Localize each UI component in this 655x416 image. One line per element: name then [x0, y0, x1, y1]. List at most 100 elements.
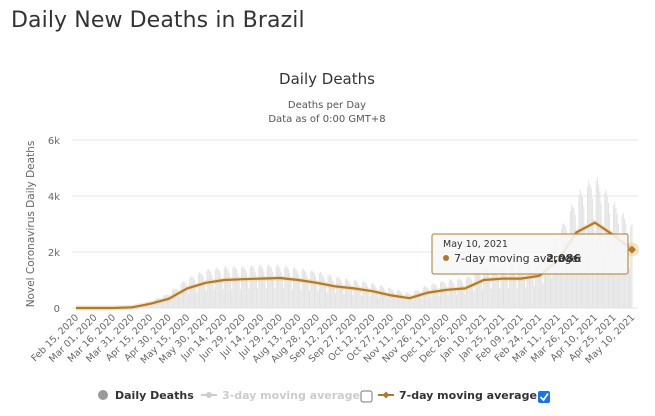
daily-deaths-bar	[276, 264, 278, 308]
legend-label-7day[interactable]: 7-day moving average	[399, 389, 537, 402]
daily-deaths-bar	[243, 267, 245, 308]
daily-deaths-bar	[248, 288, 250, 308]
daily-deaths-bar	[338, 278, 340, 308]
daily-deaths-bar	[187, 293, 189, 308]
daily-deaths-bar	[284, 266, 286, 308]
daily-deaths-bar	[630, 225, 632, 308]
checkbox-3day[interactable]	[360, 390, 373, 403]
daily-deaths-bar	[228, 273, 230, 308]
legend-item-7day[interactable]	[378, 391, 394, 399]
daily-deaths-bar	[260, 266, 262, 308]
daily-deaths-bar	[383, 287, 385, 308]
daily-deaths-bar	[346, 278, 348, 308]
daily-deaths-bar	[201, 274, 203, 308]
daily-deaths-bar	[295, 268, 297, 308]
legend-label-daily-deaths[interactable]: Daily Deaths	[115, 389, 194, 402]
daily-deaths-bar	[343, 294, 345, 308]
daily-deaths-bar	[453, 283, 455, 308]
tooltip-label: 7-day moving average:	[454, 252, 582, 265]
daily-deaths-bar	[296, 270, 298, 308]
daily-deaths-bar	[186, 287, 188, 308]
daily-deaths-bar	[522, 271, 524, 308]
page-title: Daily New Deaths in Brazil	[11, 8, 305, 33]
daily-deaths-bar	[263, 271, 265, 308]
checkbox-7day[interactable]	[538, 391, 550, 403]
legend: Daily Deaths 3-day moving average 7-day …	[98, 389, 550, 403]
daily-deaths-bar	[182, 281, 184, 308]
checkbox-unchecked-icon[interactable]	[360, 390, 373, 403]
daily-deaths-bar	[444, 284, 446, 308]
daily-deaths-bar	[354, 279, 356, 308]
daily-deaths-bar	[533, 286, 535, 308]
daily-deaths-bar	[603, 252, 605, 308]
daily-deaths-bar	[351, 288, 353, 308]
daily-deaths-bar	[321, 273, 323, 308]
daily-deaths-bar	[400, 291, 402, 308]
daily-deaths-bar	[220, 273, 222, 308]
daily-deaths-bar	[494, 266, 496, 308]
daily-deaths-bar	[250, 265, 252, 308]
daily-deaths-bar	[205, 290, 207, 308]
daily-deaths-bar	[551, 277, 553, 308]
daily-deaths-bar	[474, 273, 476, 308]
daily-deaths-bar	[273, 278, 275, 308]
daily-deaths-bar	[548, 256, 550, 308]
daily-deaths-bar	[313, 273, 315, 308]
daily-deaths-bar	[388, 288, 390, 308]
daily-deaths-bar	[294, 267, 296, 308]
checkbox-checked-icon[interactable]	[538, 391, 550, 403]
legend-item-3day[interactable]	[201, 392, 217, 398]
hover-point-marker[interactable]	[628, 245, 636, 254]
legend-item-daily-deaths[interactable]	[98, 390, 108, 400]
daily-deaths-bar	[315, 277, 317, 308]
daily-deaths-bar	[289, 273, 291, 308]
daily-deaths-bar	[546, 251, 548, 308]
daily-deaths-bar	[175, 288, 177, 308]
daily-deaths-bar	[242, 266, 244, 308]
daily-deaths-bar	[472, 284, 474, 308]
daily-deaths-bar	[376, 292, 378, 308]
daily-deaths-bar	[484, 265, 486, 308]
daily-deaths-bar	[341, 282, 343, 308]
daily-deaths-bar	[323, 278, 325, 308]
daily-deaths-bar	[516, 287, 518, 308]
daily-deaths-bar	[501, 264, 503, 308]
daily-deaths-bar	[229, 280, 231, 308]
daily-deaths-bar	[542, 283, 544, 308]
daily-deaths-bar	[418, 291, 420, 308]
daily-deaths-bar	[467, 276, 469, 308]
daily-deaths-bar	[500, 266, 502, 308]
legend-label-3day[interactable]: 3-day moving average	[222, 389, 360, 402]
daily-deaths-bar	[290, 280, 292, 308]
daily-deaths-bar	[259, 264, 261, 308]
daily-deaths-bar	[540, 266, 542, 308]
daily-deaths-bar	[239, 288, 241, 308]
daily-deaths-bar	[496, 271, 498, 308]
tooltip: May 10, 2021 7-day moving average: 2,086	[431, 233, 629, 275]
daily-deaths-bar	[306, 275, 308, 308]
daily-deaths-bar	[362, 282, 364, 308]
daily-deaths-bar	[301, 270, 303, 308]
daily-deaths-bar	[355, 281, 357, 308]
daily-deaths-bar	[435, 284, 437, 308]
daily-deaths-bar	[218, 270, 220, 308]
daily-deaths-bar	[526, 264, 528, 308]
daily-deaths-bar	[357, 282, 359, 308]
daily-deaths-bar	[527, 262, 529, 308]
daily-deaths-bar	[439, 282, 441, 308]
daily-deaths-bar	[320, 272, 322, 308]
daily-deaths-bar	[452, 281, 454, 308]
daily-deaths-bar	[545, 250, 547, 308]
daily-deaths-bar	[253, 268, 255, 308]
daily-deaths-bar	[473, 291, 475, 308]
ma7-line	[76, 221, 633, 310]
daily-deaths-bar	[280, 271, 282, 308]
daily-deaths-bar	[281, 279, 283, 308]
daily-deaths-bar	[353, 280, 355, 308]
daily-deaths-bar	[203, 282, 205, 308]
daily-deaths-bar	[207, 268, 209, 308]
daily-deaths-bar	[246, 272, 248, 308]
legend-circle-icon	[98, 390, 108, 400]
daily-deaths-bar	[337, 276, 339, 308]
daily-deaths-bar	[390, 288, 392, 308]
